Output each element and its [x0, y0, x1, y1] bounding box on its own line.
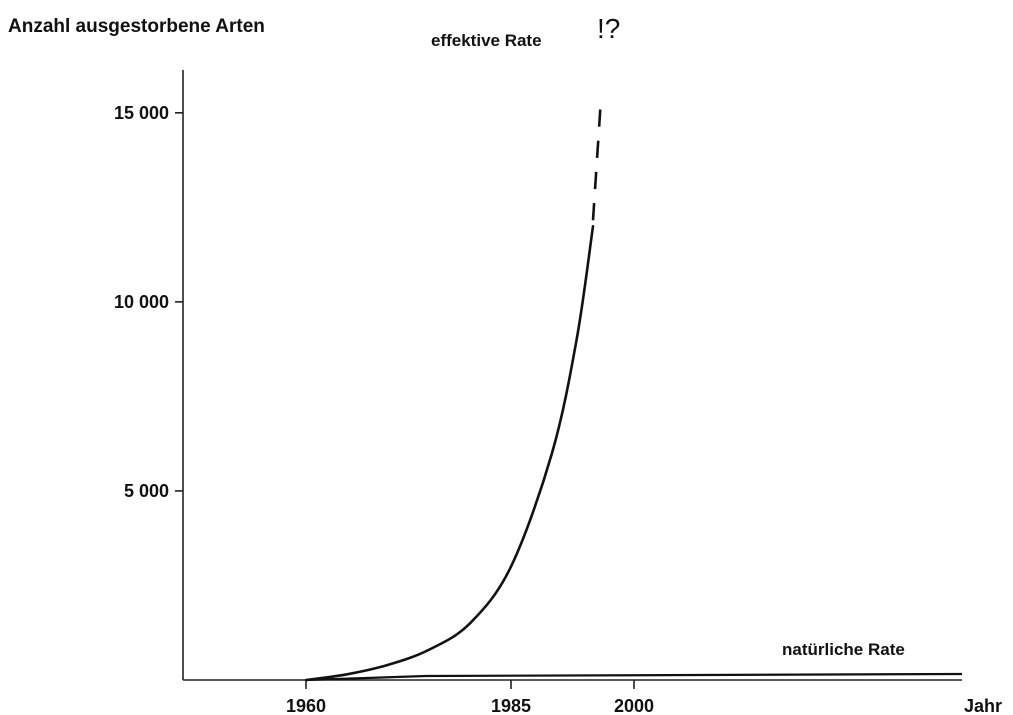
extension-dash — [595, 140, 600, 158]
series-line-natuerliche-rate — [305, 672, 963, 682]
x-tick-label: 1960 — [286, 696, 326, 715]
series-label-natuerliche-rate: natürliche Rate — [782, 640, 905, 659]
y-tick-label: 10 000 — [114, 292, 169, 312]
y-tick-label: 5 000 — [124, 481, 169, 501]
series-extension-effektive-rate — [591, 109, 602, 221]
x-tick-label: 1985 — [491, 696, 531, 715]
series-label-effektive-rate: effektive Rate — [431, 31, 542, 50]
x-axis-label: Jahr — [964, 696, 1002, 715]
y-tick-label: 15 000 — [114, 103, 169, 123]
x-tick-label: 2000 — [614, 696, 654, 715]
extension-dash — [593, 171, 598, 190]
y-axis-label: Anzahl ausgestorbene Arten — [8, 16, 265, 37]
y-ticks: 5 000 10 000 15 000 — [114, 103, 183, 501]
series-line-effektive-rate — [304, 224, 595, 682]
extension-dash — [597, 109, 602, 127]
extension-dash — [591, 203, 596, 221]
annotation-exclamation-question: !? — [597, 13, 620, 44]
x-ticks: 1960 1985 2000 — [286, 680, 654, 715]
